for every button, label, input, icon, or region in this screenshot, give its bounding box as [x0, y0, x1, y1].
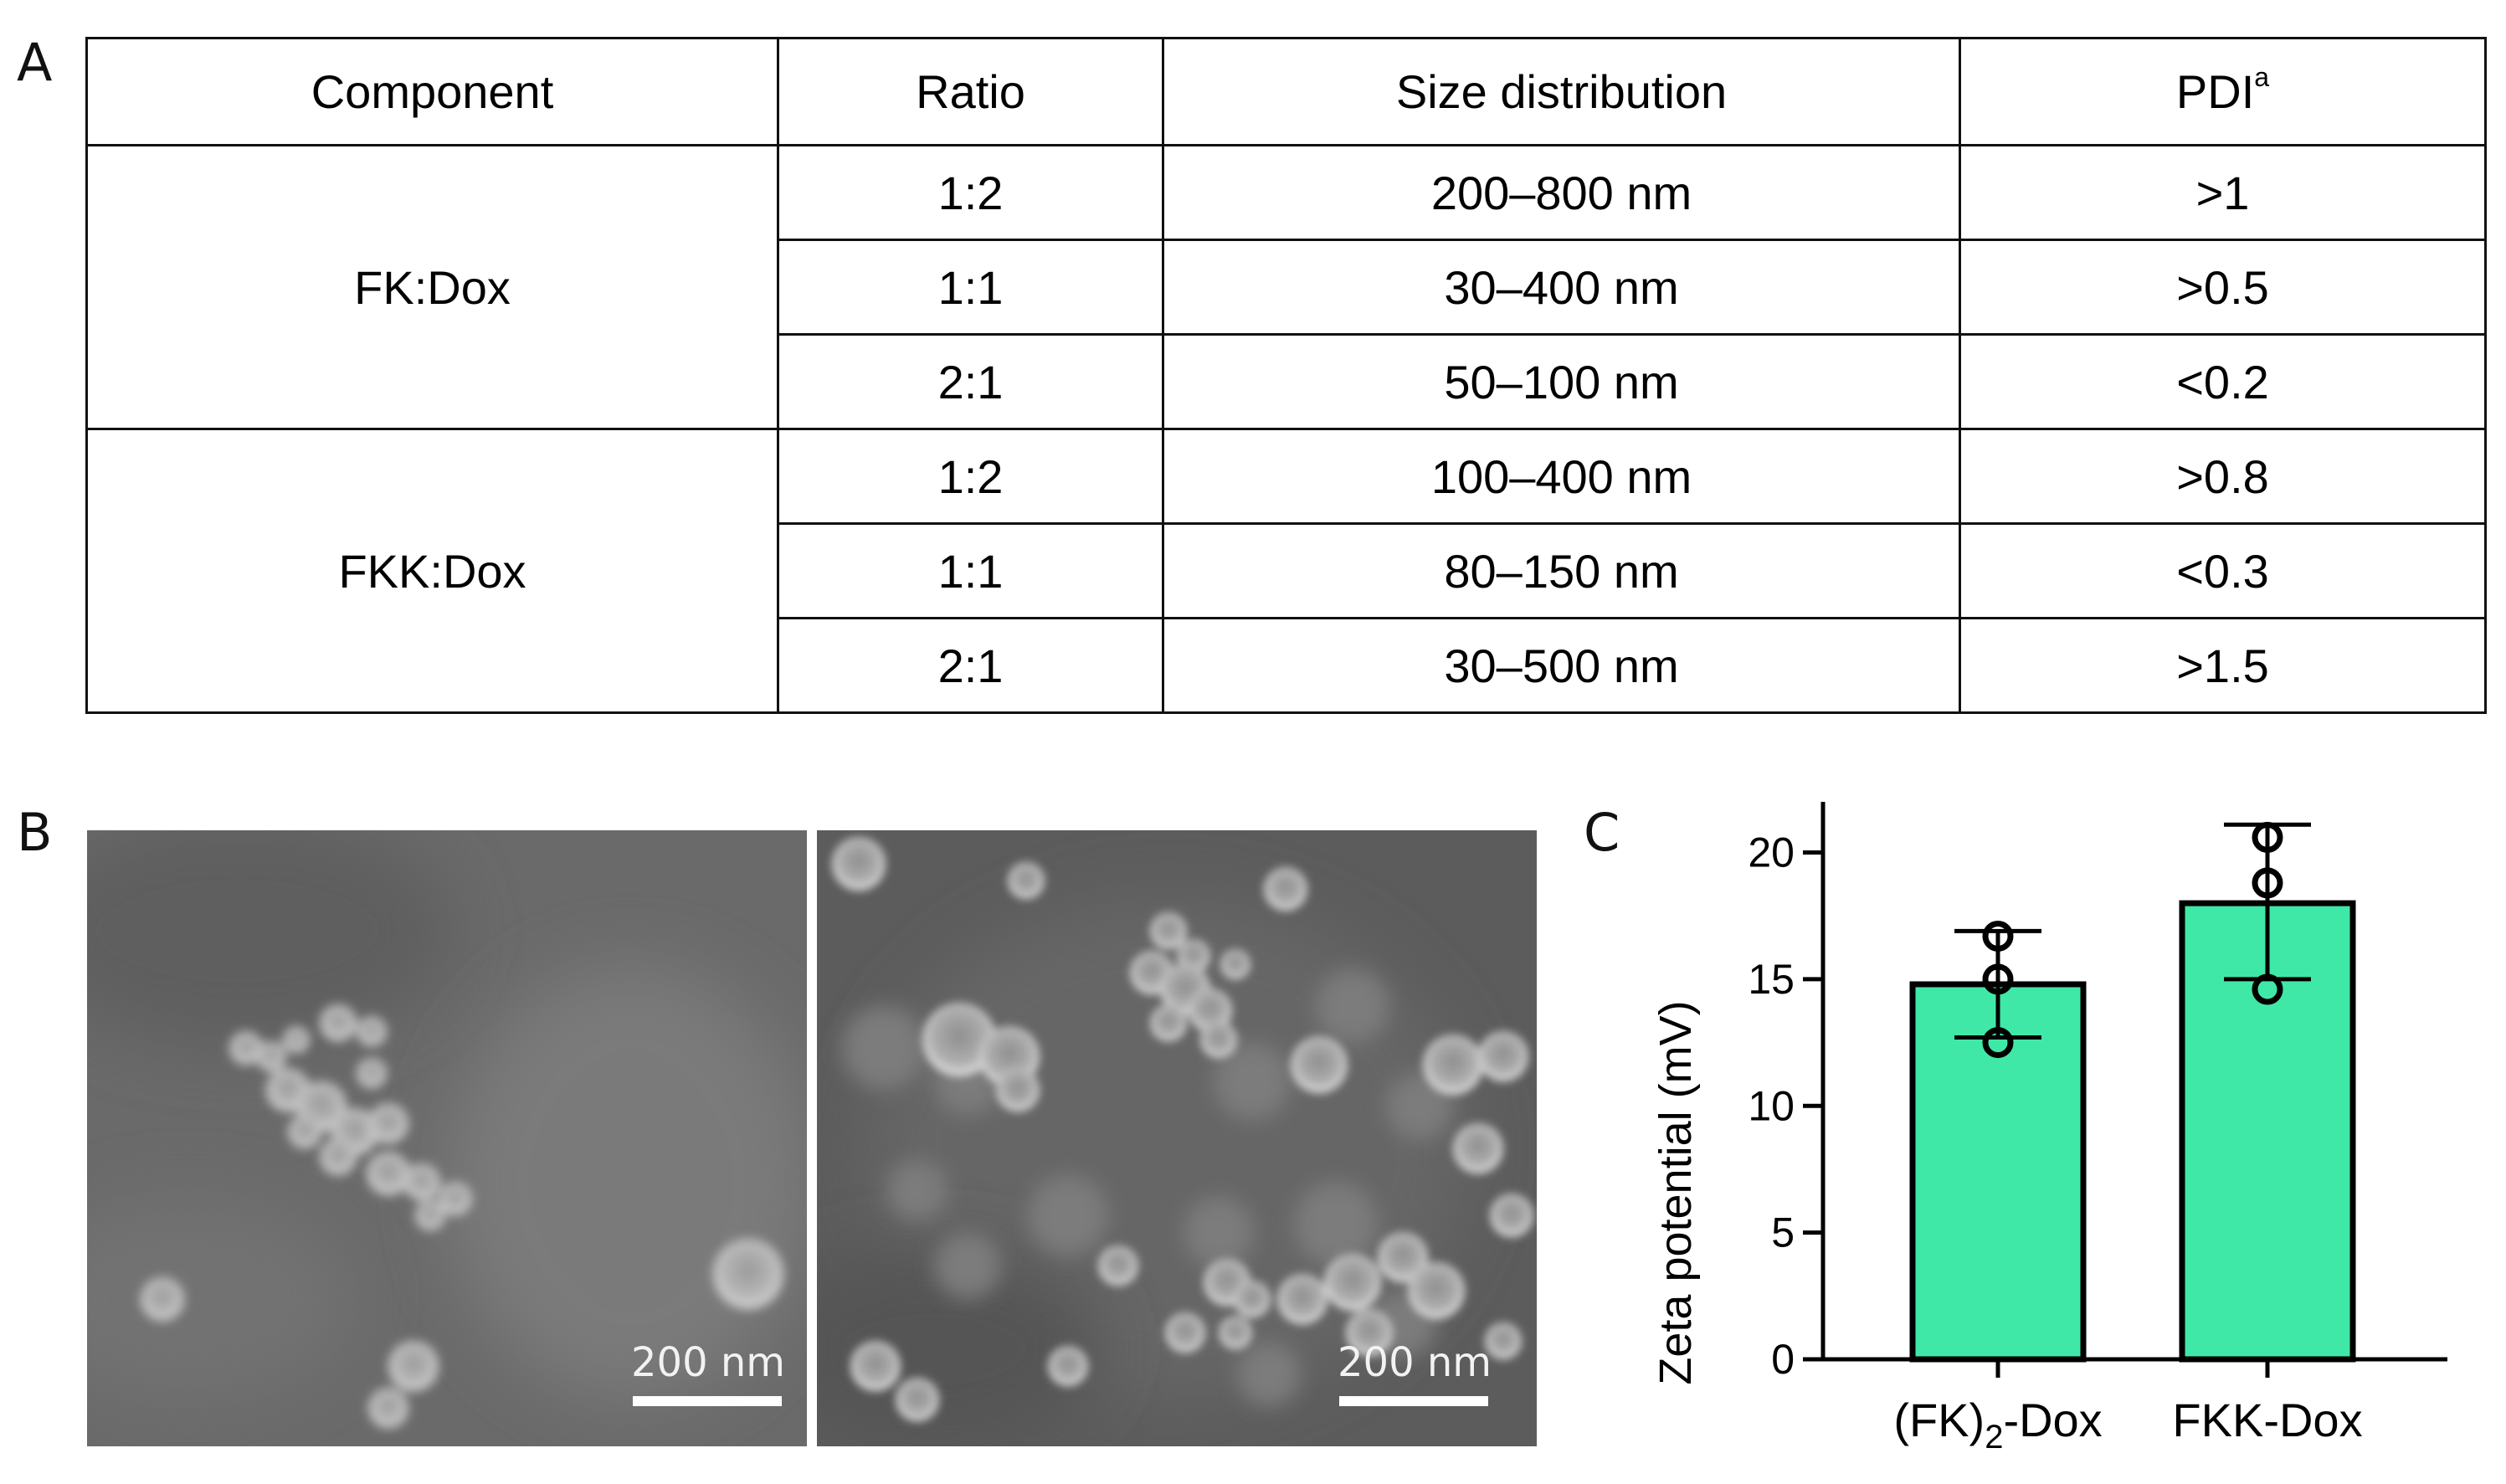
- y-tick-label: 10: [1748, 1082, 1795, 1129]
- pdi-cell: <0.3: [1959, 522, 2487, 619]
- size-cell: 30–400 nm: [1162, 239, 1961, 336]
- scale-bar-label: 200 nm: [631, 1339, 786, 1386]
- size-cell: 100–400 nm: [1162, 428, 1961, 525]
- scale-bar-label: 200 nm: [1338, 1339, 1492, 1386]
- pdi-footnote-marker: a: [2254, 62, 2270, 92]
- table-row: FKK:Dox 1:2 100–400 nm >0.8: [85, 428, 2487, 714]
- data-point: [2252, 821, 2283, 853]
- table-row: 1:1 30–400 nm >0.5: [87, 239, 2487, 336]
- ratio-cell: 1:2: [777, 144, 1164, 241]
- header-size-distribution: Size distribution: [1162, 37, 1961, 146]
- header-pdi: PDIa: [1959, 37, 2487, 146]
- table-row: 1:1 80–150 nm <0.3: [87, 522, 2487, 619]
- size-cell: 200–800 nm: [1162, 144, 1961, 241]
- data-point: [1982, 920, 2014, 952]
- y-tick-label: 15: [1748, 956, 1795, 1003]
- pdi-cell: >1.5: [1959, 617, 2487, 714]
- sem-left-particles: [87, 830, 807, 1446]
- pdi-cell: >1: [1959, 144, 2487, 241]
- ratio-cell: 2:1: [777, 333, 1164, 430]
- component-cell: FKK:Dox: [85, 428, 779, 714]
- table-row: 2:1 30–500 nm >1.5: [87, 617, 2487, 714]
- header-component: Component: [85, 37, 779, 146]
- size-cell: 50–100 nm: [1162, 333, 1961, 430]
- size-cell: 80–150 nm: [1162, 522, 1961, 619]
- zeta-potential-chart: Zeta potential (mV) 0 5 10 15 20 (FK)2-Dox FKK…: [1651, 802, 2447, 1456]
- scale-bar: [1339, 1396, 1488, 1406]
- y-tick-label: 5: [1771, 1209, 1795, 1256]
- data-point: [1982, 1027, 2014, 1059]
- pdi-cell: >0.8: [1959, 428, 2487, 525]
- panel-label-b: B: [17, 802, 53, 863]
- sem-image-right: 200 nm: [817, 830, 1537, 1446]
- data-point: [2252, 867, 2283, 899]
- x-tick-label: (FK)2-Dox: [1893, 1394, 2102, 1456]
- y-tick-label: 0: [1771, 1336, 1795, 1383]
- size-cell: 30–500 nm: [1162, 617, 1961, 714]
- table-row: 2:1 50–100 nm <0.2: [87, 333, 2487, 430]
- particle-properties-table: Component Ratio Size distribution PDIa F…: [85, 37, 2487, 714]
- ratio-cell: 1:1: [777, 522, 1164, 619]
- component-cell: FK:Dox: [85, 144, 779, 430]
- header-ratio: Ratio: [777, 37, 1164, 146]
- x-tick-label: FKK-Dox: [2172, 1394, 2362, 1446]
- panel-label-a: A: [17, 32, 53, 93]
- ratio-cell: 1:1: [777, 239, 1164, 336]
- y-axis-label: Zeta potential (mV): [1651, 1000, 1701, 1384]
- scale-bar: [633, 1396, 782, 1406]
- table-header-row: Component Ratio Size distribution PDIa: [85, 37, 2487, 146]
- ratio-cell: 2:1: [777, 617, 1164, 714]
- pdi-cell: >0.5: [1959, 239, 2487, 336]
- data-point: [2252, 973, 2283, 1005]
- table-row: FK:Dox 1:2 200–800 nm >1: [85, 144, 2487, 430]
- panel-label-c: C: [1584, 802, 1620, 863]
- sem-image-left: 200 nm: [87, 830, 807, 1446]
- bar: [1909, 981, 2087, 1363]
- pdi-cell: <0.2: [1959, 333, 2487, 430]
- data-point: [1982, 963, 2014, 995]
- ratio-cell: 1:2: [777, 428, 1164, 525]
- sem-right-particles: [817, 830, 1537, 1446]
- y-tick-label: 20: [1748, 829, 1795, 876]
